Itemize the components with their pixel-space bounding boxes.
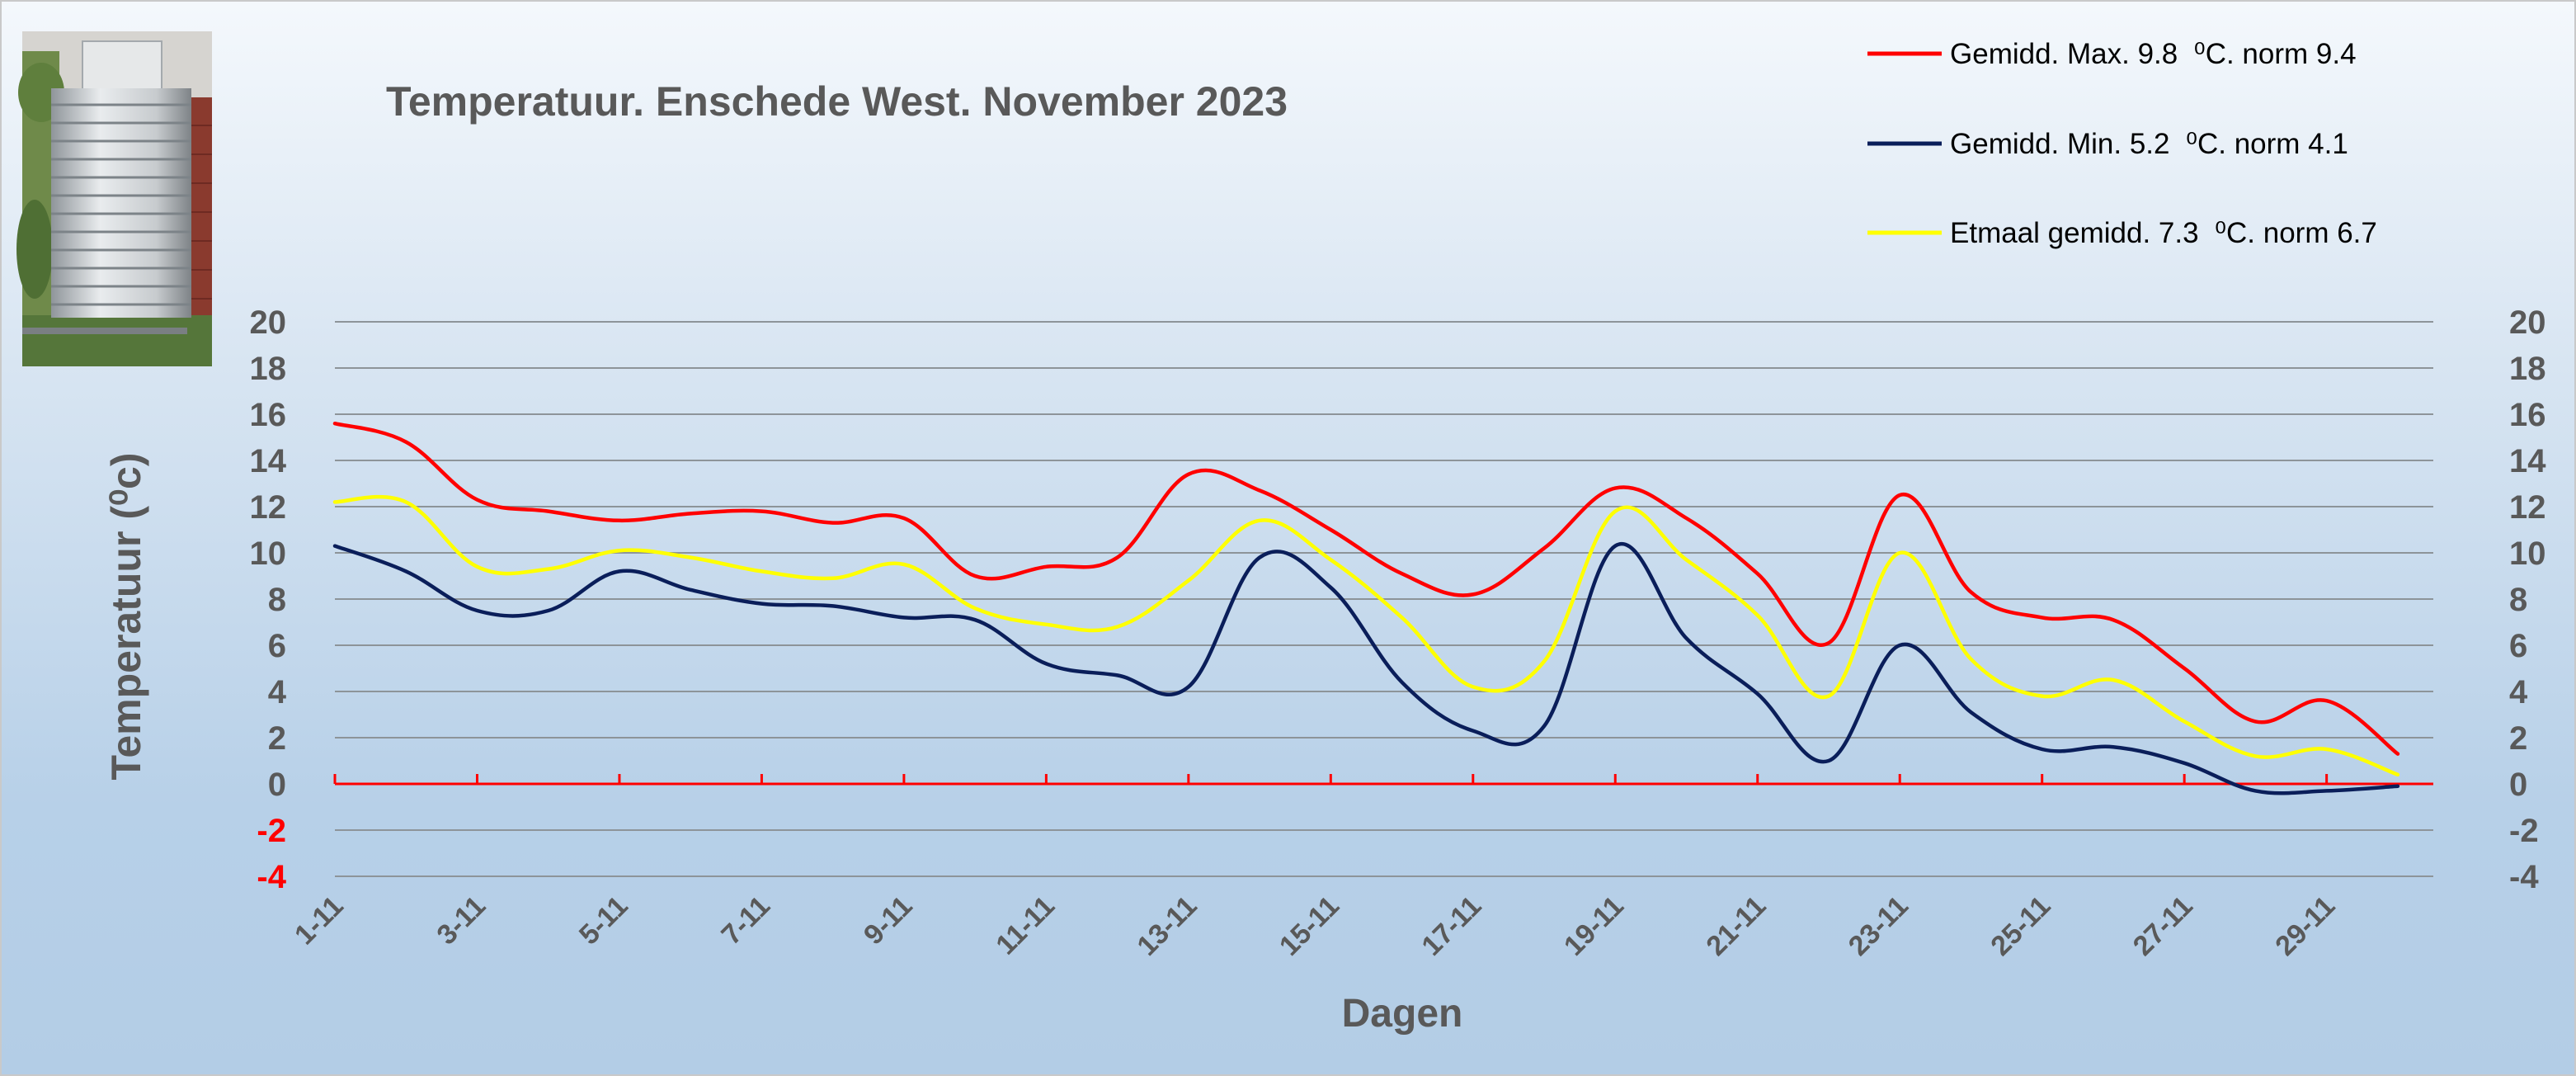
y-tick-label-left: 6: [268, 628, 286, 664]
y-tick-label-left: 4: [268, 674, 287, 710]
x-tick-label: 9-11: [858, 890, 919, 951]
chart-title: Temperatuur. Enschede West. November 202…: [386, 78, 1288, 125]
y-tick-label-left: 20: [250, 304, 287, 341]
y-tick-label-right: 20: [2509, 304, 2546, 341]
y-tick-label-right: 16: [2509, 397, 2546, 433]
y-tick-label-left: 14: [250, 443, 287, 479]
series-line-min: [332, 541, 2400, 795]
y-tick-label-right: 4: [2509, 674, 2528, 710]
y-tick-label-right: 18: [2509, 351, 2546, 387]
x-axis-label: Dagen: [1342, 992, 1463, 1036]
y-tick-label-left: 8: [268, 582, 286, 618]
x-tick-label: 17-11: [1415, 890, 1487, 962]
y-tick-label-right: 0: [2509, 767, 2527, 803]
x-tick-label: 29-11: [2269, 890, 2341, 962]
y-tick-label-left: 0: [268, 767, 286, 803]
x-tick-label: 19-11: [1558, 890, 1630, 962]
legend-label-max: Gemidd. Max. 9.8 ⁰C. norm 9.4: [1950, 38, 2357, 70]
x-tick-label: 15-11: [1274, 890, 1345, 962]
series-line-avg: [332, 494, 2400, 777]
x-tick-label: 7-11: [715, 890, 776, 951]
y-axis-left: -4 -2 0 2 4 6 8 10 12 14 16 18 20: [250, 304, 287, 895]
x-tick-label: 27-11: [2127, 890, 2199, 962]
x-tick-label: 5-11: [573, 890, 634, 951]
y-tick-label-left: 10: [250, 536, 287, 572]
x-tick-label: 1-11: [289, 890, 350, 951]
legend: Gemidd. Max. 9.8 ⁰C. norm 9.4 Gemidd. Mi…: [1867, 38, 2377, 249]
y-tick-label-right: 12: [2509, 489, 2546, 526]
y-tick-label-right: 2: [2509, 720, 2527, 757]
y-tick-label-right: 10: [2509, 536, 2546, 572]
y-tick-label-left: 18: [250, 351, 287, 387]
x-tick-label: 3-11: [431, 890, 492, 951]
y-axis-right: -4 -2 0 2 4 6 8 10 12 14 16 18 20: [2509, 304, 2546, 895]
series-line-max: [332, 421, 2400, 756]
y-tick-label-right: 6: [2509, 628, 2527, 664]
weather-screen-photo: [16, 31, 212, 366]
x-tick-label: 25-11: [1985, 890, 2056, 962]
y-tick-label-left: -2: [257, 813, 286, 849]
x-axis: [333, 774, 2433, 786]
x-tick-labels: 1-11 3-11 5-11 7-11 9-11 11-11 13-11 15-11 17-11…: [289, 890, 2341, 962]
y-tick-label-right: 14: [2509, 443, 2546, 479]
x-tick-label: 21-11: [1700, 890, 1772, 962]
y-tick-label-left: -4: [257, 859, 286, 895]
series-layer: [332, 421, 2400, 795]
y-tick-label-left: 2: [268, 720, 286, 757]
legend-label-min: Gemidd. Min. 5.2 ⁰C. norm 4.1: [1950, 128, 2348, 160]
legend-label-avg: Etmaal gemidd. 7.3 ⁰C. norm 6.7: [1950, 217, 2377, 249]
y-axis-label: Temperatuur (⁰c): [103, 453, 149, 781]
x-tick-label: 11-11: [990, 890, 1061, 961]
x-tick-label: 13-11: [1131, 890, 1203, 962]
gridlines: [335, 321, 2433, 877]
x-tick-label: 23-11: [1843, 890, 1914, 962]
y-tick-label-left: 16: [250, 397, 287, 433]
y-tick-label-right: -2: [2509, 813, 2539, 849]
y-tick-label-left: 12: [250, 489, 287, 526]
y-tick-label-right: -4: [2509, 859, 2539, 895]
y-tick-label-right: 8: [2509, 582, 2527, 618]
